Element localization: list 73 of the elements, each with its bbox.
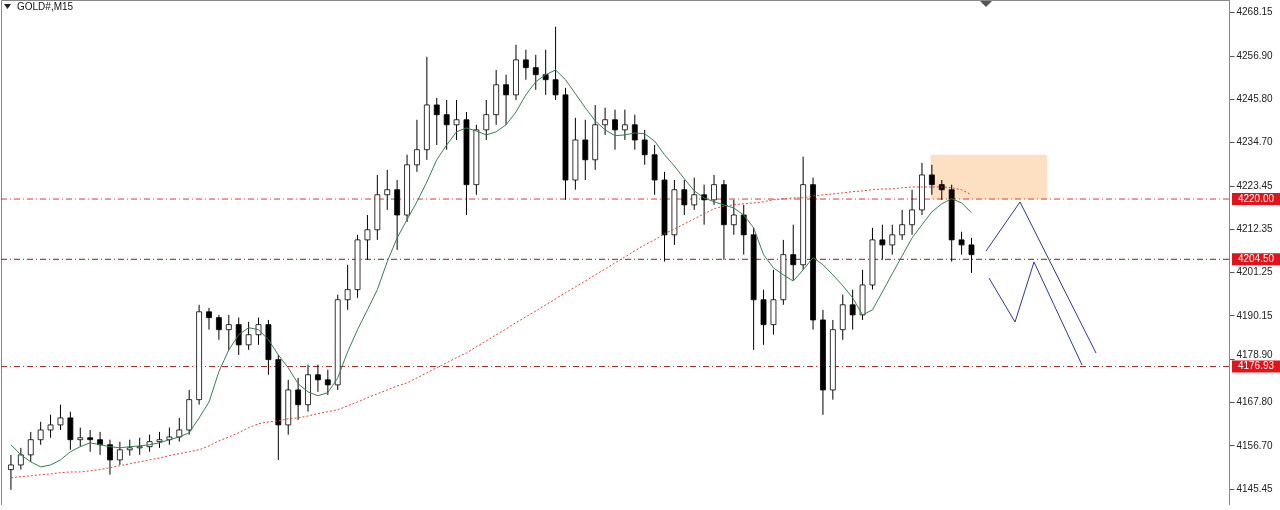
candlestick bbox=[225, 314, 232, 351]
y-tick-label: 4156.70 bbox=[1236, 439, 1274, 451]
candlestick bbox=[77, 427, 84, 448]
y-tick-label: 4167.80 bbox=[1236, 396, 1274, 408]
candlestick bbox=[711, 174, 717, 206]
candlestick bbox=[928, 164, 935, 196]
candlestick bbox=[582, 119, 589, 181]
candlestick bbox=[483, 99, 490, 141]
candlestick bbox=[740, 204, 747, 256]
candlestick bbox=[47, 414, 54, 439]
y-tick-label: 4234.70 bbox=[1236, 136, 1274, 148]
candlestick bbox=[27, 431, 34, 463]
candlestick bbox=[522, 49, 529, 81]
line-series bbox=[10, 69, 972, 468]
candlestick bbox=[384, 169, 391, 211]
candlestick bbox=[503, 74, 509, 126]
candlestick bbox=[542, 49, 549, 96]
candlestick bbox=[235, 317, 242, 356]
chart-title: GOLD#,M15 bbox=[17, 1, 74, 12]
candlestick bbox=[958, 231, 965, 256]
candlestick bbox=[681, 179, 688, 216]
ref-line-label: 4176.93 bbox=[1237, 360, 1275, 372]
candlestick bbox=[790, 224, 797, 281]
candlestick bbox=[414, 119, 420, 173]
candlestick bbox=[315, 364, 321, 393]
candlestick bbox=[97, 431, 103, 456]
ref-line-label: 4204.50 bbox=[1237, 253, 1275, 265]
candlestick bbox=[622, 109, 628, 141]
candlestick bbox=[631, 114, 638, 151]
candlestick bbox=[730, 199, 737, 236]
candlestick bbox=[87, 429, 94, 453]
candlestick bbox=[245, 321, 252, 351]
candlestick bbox=[206, 307, 212, 331]
candlestick bbox=[116, 441, 123, 466]
candlestick bbox=[255, 317, 262, 346]
candlestick bbox=[889, 224, 896, 256]
y-tick-label: 4268.15 bbox=[1236, 6, 1274, 18]
y-tick-label: 4223.45 bbox=[1236, 180, 1274, 192]
y-tick-label: 4145.45 bbox=[1236, 483, 1274, 495]
candlestick bbox=[176, 417, 183, 443]
candlestick bbox=[909, 189, 915, 236]
candlestick bbox=[899, 209, 906, 241]
candlestick bbox=[532, 54, 539, 91]
candlestick bbox=[107, 439, 113, 476]
candlestick bbox=[602, 107, 608, 136]
candlestick bbox=[968, 237, 975, 274]
candlestick bbox=[37, 421, 44, 446]
candlestick bbox=[57, 404, 64, 431]
y-tick-label: 4178.90 bbox=[1236, 348, 1274, 360]
candlestick bbox=[612, 109, 618, 151]
candlestick bbox=[344, 264, 351, 311]
candlestick bbox=[17, 447, 24, 471]
ref-line-label: 4220.00 bbox=[1237, 193, 1275, 205]
candlestick bbox=[552, 26, 559, 101]
candlestick bbox=[364, 214, 371, 261]
candlestick bbox=[691, 177, 698, 211]
y-tick-label: 4256.90 bbox=[1236, 50, 1274, 62]
candlestick bbox=[443, 99, 450, 151]
candlestick bbox=[324, 369, 331, 396]
candlestick bbox=[453, 99, 460, 141]
candlestick bbox=[295, 377, 302, 421]
candlestick bbox=[879, 224, 886, 261]
candlestick bbox=[641, 129, 648, 166]
candlestick bbox=[938, 179, 945, 201]
y-tick-label: 4190.15 bbox=[1236, 309, 1274, 321]
y-tick-label: 4212.35 bbox=[1236, 223, 1274, 235]
candlestick bbox=[8, 454, 14, 491]
candlestick bbox=[433, 97, 440, 146]
candlestick bbox=[216, 314, 222, 341]
y-tick-label: 4245.80 bbox=[1236, 93, 1274, 105]
y-tick-label: 4201.25 bbox=[1236, 266, 1274, 278]
candlestick bbox=[67, 411, 74, 451]
candlestick bbox=[849, 289, 856, 331]
